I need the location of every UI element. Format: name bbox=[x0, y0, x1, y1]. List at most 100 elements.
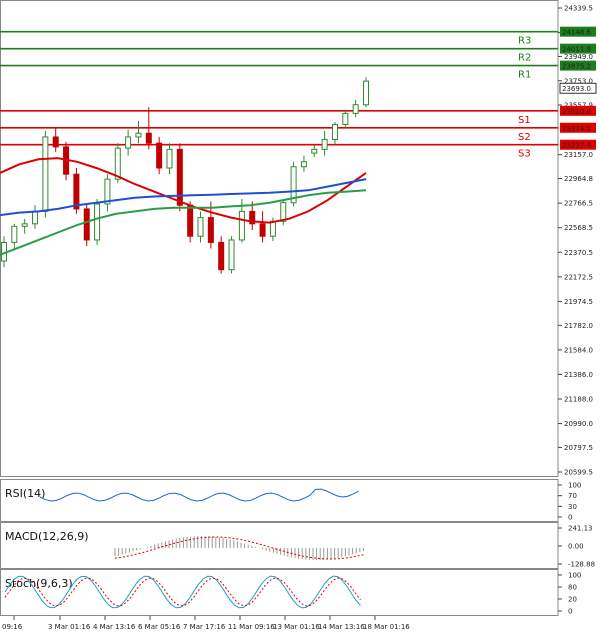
time-axis-label: 7 Mar 17:16 bbox=[183, 623, 226, 631]
candle-body bbox=[11, 225, 18, 243]
candle-body bbox=[228, 239, 235, 271]
candle-body bbox=[114, 147, 121, 180]
level-name-s3: S3 bbox=[518, 149, 531, 160]
time-axis-label: 4 Mar 13:16 bbox=[93, 623, 136, 631]
indicator-title: RSI(14) bbox=[5, 487, 45, 500]
level-name-r2: R2 bbox=[518, 53, 531, 64]
price-tick-label: 20599.5 bbox=[564, 469, 593, 477]
candle-body bbox=[42, 136, 49, 212]
level-value-label: 23875.2 bbox=[562, 63, 591, 71]
moving-average-line bbox=[0, 178, 367, 217]
candle-body bbox=[21, 223, 28, 227]
indicator-tick-label: 0 bbox=[568, 514, 572, 522]
price-tick-label: 20797.5 bbox=[564, 444, 593, 452]
level-value-label: 24011.9 bbox=[562, 46, 591, 54]
macd-signal-line bbox=[114, 536, 364, 560]
stoch-d-line bbox=[4, 577, 361, 607]
level-name-r1: R1 bbox=[518, 70, 531, 81]
price-tick-label: 21782.0 bbox=[564, 322, 593, 330]
candle-body bbox=[269, 220, 276, 237]
indicator-title: Stoch(9,6,3) bbox=[5, 577, 73, 590]
candle-body bbox=[280, 202, 287, 222]
candle-body bbox=[249, 210, 256, 225]
indicator-tick-label: 100 bbox=[568, 572, 581, 580]
candle-body bbox=[156, 142, 163, 169]
candle-body bbox=[125, 136, 132, 149]
price-tick-label: 22172.5 bbox=[564, 273, 593, 281]
candle-body bbox=[187, 204, 194, 237]
current-price-box bbox=[559, 82, 597, 94]
candle-body bbox=[331, 124, 338, 140]
candle-body bbox=[83, 208, 90, 241]
level-value-box bbox=[560, 105, 596, 116]
price-tick-label: 21386.0 bbox=[564, 371, 593, 379]
price-tick-label: 22568.5 bbox=[564, 224, 593, 232]
level-value-box bbox=[560, 43, 596, 54]
price-tick-label: 20990.0 bbox=[564, 420, 593, 428]
moving-average-line bbox=[0, 157, 367, 224]
level-value-box bbox=[560, 60, 596, 71]
indicator-tick-label: -128.88 bbox=[568, 561, 595, 569]
time-axis-label: 6 Mar 05:16 bbox=[138, 623, 181, 631]
price-tick-label: 23157.0 bbox=[564, 151, 593, 159]
price-tick-label: 22766.5 bbox=[564, 200, 593, 208]
candle-body bbox=[259, 223, 266, 237]
price-tick-label: 22964.8 bbox=[564, 175, 593, 183]
level-value-box bbox=[560, 26, 596, 37]
price-tick-label: 21584.0 bbox=[564, 346, 593, 354]
indicator-tick-label: 0 bbox=[568, 608, 572, 616]
indicator-panel bbox=[0, 522, 559, 569]
indicator-panel bbox=[0, 479, 559, 522]
indicator-tick-label: 80 bbox=[568, 584, 577, 592]
candle-body bbox=[32, 210, 39, 225]
candle-body bbox=[135, 132, 142, 138]
time-axis-label: 13 Mar 01:16 bbox=[273, 623, 320, 631]
candle-body bbox=[218, 241, 225, 271]
price-tick-label: 23753.0 bbox=[564, 77, 593, 85]
main-panel-frame bbox=[0, 0, 559, 477]
time-axis-label: 3 Mar 01:16 bbox=[48, 623, 91, 631]
candle-body bbox=[145, 132, 152, 144]
price-tick-label: 21188.0 bbox=[564, 395, 593, 403]
level-name-s1: S1 bbox=[518, 115, 531, 126]
level-value-label: 23237.4 bbox=[562, 142, 591, 150]
rsi-line bbox=[39, 488, 359, 502]
price-tick-label: 23557.9 bbox=[564, 101, 593, 109]
indicator-panel bbox=[0, 569, 559, 616]
time-axis-label: 18 Mar 01:16 bbox=[363, 623, 410, 631]
level-value-box bbox=[560, 139, 596, 150]
time-axis-label: 09:16 bbox=[2, 623, 23, 631]
price-tick-label: 22370.5 bbox=[564, 249, 593, 257]
candle-body bbox=[363, 80, 369, 106]
price-tick-label: 23949.0 bbox=[564, 53, 593, 61]
candle-body bbox=[207, 217, 214, 243]
candle-body bbox=[342, 112, 349, 126]
candle-body bbox=[104, 178, 111, 205]
indicator-tick-label: 20 bbox=[568, 596, 577, 604]
time-axis-label: 14 Mar 13:16 bbox=[318, 623, 365, 631]
indicator-tick-label: 70 bbox=[568, 492, 577, 500]
candle-body bbox=[166, 148, 173, 169]
level-value-label: 23510.8 bbox=[562, 108, 591, 116]
candle-body bbox=[197, 217, 204, 237]
indicator-tick-label: 241.13 bbox=[568, 525, 593, 533]
candle-body bbox=[290, 166, 297, 204]
candle-body bbox=[352, 104, 359, 114]
candle-body bbox=[73, 173, 80, 210]
candle-body bbox=[321, 138, 328, 150]
price-tick-label: 24339.5 bbox=[564, 5, 593, 13]
moving-average-line bbox=[0, 189, 367, 256]
level-name-r3: R3 bbox=[518, 36, 531, 47]
level-value-label: 24148.6 bbox=[562, 29, 591, 37]
price-tick-label: 21974.5 bbox=[564, 298, 593, 306]
indicator-title: MACD(12,26,9) bbox=[5, 530, 89, 543]
level-value-label: 23374.1 bbox=[562, 125, 591, 133]
indicator-tick-label: 30 bbox=[568, 503, 577, 511]
candle-body bbox=[300, 161, 307, 168]
time-axis-label: 11 Mar 09:16 bbox=[228, 623, 275, 631]
indicator-tick-label: 0.00 bbox=[568, 543, 584, 551]
candle-body bbox=[52, 136, 59, 148]
current-price-label: 23693.0 bbox=[562, 85, 591, 93]
candle-body bbox=[238, 210, 245, 241]
